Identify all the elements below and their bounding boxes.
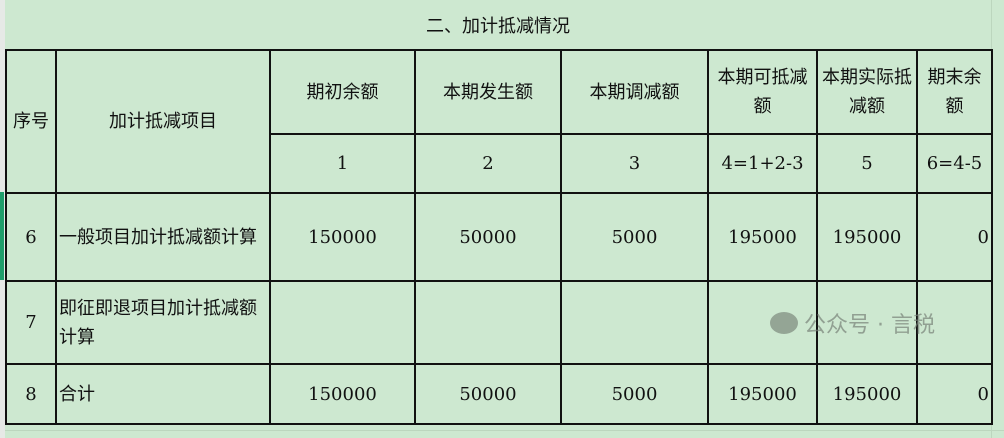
seq-cell[interactable]: 8	[5, 363, 57, 425]
value-cell[interactable]	[816, 280, 918, 365]
value-cell[interactable]	[560, 280, 709, 365]
value-cell[interactable]: 195000	[816, 363, 918, 425]
item-cell[interactable]: 合计	[55, 363, 271, 425]
value-cell[interactable]: 0	[916, 363, 993, 425]
item-cell[interactable]: 一般项目加计抵减额计算	[55, 192, 271, 282]
formula-cell[interactable]: 5	[816, 133, 918, 194]
formula-cell[interactable]: 3	[560, 133, 709, 194]
value-cell[interactable]	[916, 280, 993, 365]
header-actual-deduction[interactable]: 本期实际抵减额	[816, 49, 918, 135]
value-cell[interactable]: 0	[916, 192, 993, 282]
seq-cell[interactable]: 7	[5, 280, 57, 365]
formula-cell[interactable]: 6=4-5	[916, 133, 993, 194]
gridline	[5, 430, 1004, 431]
table-row: 8 合计 150000 50000 5000 195000 195000 0	[5, 363, 993, 425]
header-closing-balance[interactable]: 期末余额	[916, 49, 993, 135]
formula-cell[interactable]: 2	[414, 133, 562, 194]
value-cell[interactable]: 5000	[560, 363, 709, 425]
value-cell[interactable]: 195000	[816, 192, 918, 282]
value-cell[interactable]	[269, 280, 416, 365]
item-cell[interactable]: 即征即退项目加计抵减额计算	[55, 280, 271, 365]
value-cell[interactable]: 150000	[269, 363, 416, 425]
table-row: 7 即征即退项目加计抵减额计算	[5, 280, 993, 365]
value-cell[interactable]: 150000	[269, 192, 416, 282]
value-cell[interactable]	[414, 280, 562, 365]
section-title: 二、加计抵减情况	[426, 15, 570, 37]
value-cell[interactable]: 195000	[707, 192, 818, 282]
value-cell[interactable]: 50000	[414, 192, 562, 282]
value-cell[interactable]: 5000	[560, 192, 709, 282]
table-row: 6 一般项目加计抵减额计算 150000 50000 5000 195000 1…	[5, 192, 993, 282]
formula-cell[interactable]: 4=1+2-3	[707, 133, 818, 194]
header-opening-balance[interactable]: 期初余额	[269, 49, 416, 135]
value-cell[interactable]: 195000	[707, 363, 818, 425]
active-row-indicator	[0, 192, 4, 280]
formula-cell[interactable]: 1	[269, 133, 416, 194]
header-reduction[interactable]: 本期调减额	[560, 49, 709, 135]
deduction-table: 序号 加计抵减项目 期初余额 本期发生额 本期调减额 本期可抵减额 本期实际抵减…	[5, 49, 993, 425]
value-cell[interactable]	[707, 280, 818, 365]
value-cell[interactable]: 50000	[414, 363, 562, 425]
header-seq[interactable]: 序号	[5, 49, 57, 194]
header-deductible[interactable]: 本期可抵减额	[707, 49, 818, 135]
header-current-amount[interactable]: 本期发生额	[414, 49, 562, 135]
seq-cell[interactable]: 6	[5, 192, 57, 282]
header-item[interactable]: 加计抵减项目	[55, 49, 271, 194]
